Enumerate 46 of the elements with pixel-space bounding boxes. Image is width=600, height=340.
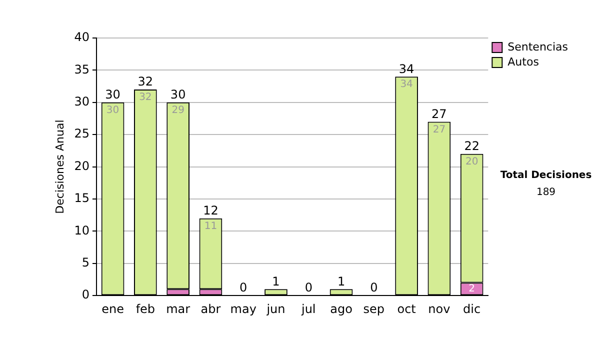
total-label: 0 — [370, 280, 378, 295]
x-tick-label: abr — [200, 302, 221, 316]
x-tick-label: nov — [428, 302, 450, 316]
total-label: 1 — [337, 274, 346, 288]
x-tick-label: jun — [266, 302, 286, 316]
data-label: 2 — [468, 284, 476, 295]
y-tick-label: 25 — [74, 126, 90, 141]
data-label: 27 — [432, 124, 446, 136]
y-tick-label: 5 — [82, 256, 90, 270]
y-tick-label: 35 — [74, 62, 90, 76]
x-tick-label: ago — [330, 302, 352, 316]
total-label: 27 — [432, 106, 447, 121]
data-label: 29 — [172, 104, 184, 116]
y-tick-label: 40 — [74, 30, 90, 44]
y-tick-label: 30 — [74, 94, 90, 109]
x-tick-label: mar — [166, 302, 190, 316]
total-label: 1 — [272, 274, 280, 288]
x-tick-label: sep — [363, 302, 385, 316]
total-label: 32 — [138, 74, 154, 89]
data-label: 30 — [106, 104, 120, 116]
x-tick-label: dic — [463, 302, 481, 316]
total-label: 30 — [105, 88, 120, 102]
legend-label: Sentencias — [508, 40, 568, 54]
total-label: 34 — [398, 62, 414, 76]
total-label: 12 — [203, 203, 218, 218]
y-tick-label: 10 — [74, 223, 90, 238]
x-tick-label: feb — [136, 302, 156, 316]
data-label: 34 — [400, 79, 413, 90]
total-label: 30 — [170, 88, 186, 102]
total-label: 0 — [240, 280, 248, 295]
x-tick-label: oct — [397, 302, 416, 316]
x-tick-label: ene — [102, 302, 124, 316]
data-label: 11 — [204, 220, 218, 232]
y-axis-title: Decisiones Anual — [53, 120, 66, 214]
total-label: 0 — [304, 280, 312, 295]
text: 189 — [535, 187, 557, 198]
y-tick-label: 0 — [82, 288, 90, 302]
data-label: 32 — [139, 92, 152, 104]
text: Total Decisiones — [499, 170, 593, 181]
total-label: 22 — [464, 139, 480, 154]
x-tick-label: jul — [300, 302, 316, 316]
y-tick-label: 15 — [74, 191, 90, 206]
data-label: 20 — [465, 156, 478, 168]
legend-label: Autos — [508, 55, 540, 68]
y-tick-label: 20 — [74, 158, 90, 173]
x-tick-label: may — [230, 302, 256, 316]
